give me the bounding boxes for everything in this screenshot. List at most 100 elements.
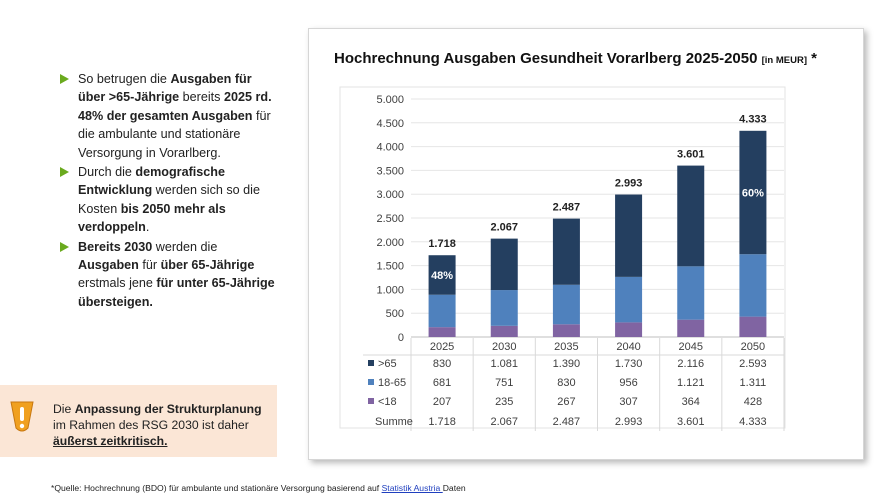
table-cell: 2.116 bbox=[677, 358, 704, 370]
bar-segment-<18 bbox=[615, 322, 643, 337]
warning-callout: Die Anpassung der Strukturplanung im Rah… bbox=[0, 385, 277, 457]
y-tick-label: 1.500 bbox=[376, 261, 404, 273]
table-cell: 1.121 bbox=[677, 377, 705, 389]
y-tick-label: 3.500 bbox=[376, 165, 404, 177]
bullet-list: So betrugen die Ausgaben für über >65-Jä… bbox=[58, 70, 280, 312]
legend-key-18-65 bbox=[368, 379, 374, 385]
callout-text: Die Anpassung der Strukturplanung im Rah… bbox=[53, 401, 273, 449]
table-sum-cell: 2.067 bbox=[490, 416, 518, 428]
bullet-triangle-icon bbox=[60, 167, 69, 178]
text-run: bis 2050 mehr als verdoppeln bbox=[78, 201, 226, 235]
text-run: Bereits 2030 bbox=[78, 239, 153, 254]
legend-key->65 bbox=[368, 360, 374, 366]
y-tick-label: 3.000 bbox=[376, 189, 404, 201]
bar-segment-<18 bbox=[739, 316, 767, 337]
text-run: für bbox=[138, 258, 161, 273]
y-tick-label: 4.000 bbox=[376, 142, 404, 154]
y-tick-label: 4.500 bbox=[376, 118, 404, 130]
footnote-suffix: Daten bbox=[442, 483, 466, 493]
bar-segment->65 bbox=[552, 218, 580, 285]
bar-segment->65 bbox=[490, 238, 518, 291]
bar-segment-18-65 bbox=[552, 284, 580, 325]
bullet-triangle-icon bbox=[60, 241, 69, 252]
callout-middle: im Rahmen des RSG 2030 ist daher bbox=[53, 418, 249, 432]
text-run: Ausgaben für über >65-Jährige bbox=[78, 72, 252, 105]
text-run: Ausgaben bbox=[78, 258, 139, 273]
table-cell: 428 bbox=[744, 396, 762, 408]
bar-segment-18-65 bbox=[428, 294, 456, 328]
table-sum-cell: 1.718 bbox=[428, 416, 456, 428]
x-category-label: 2030 bbox=[492, 341, 516, 353]
bar-segment-18-65 bbox=[677, 266, 705, 320]
bar-segment-<18 bbox=[490, 325, 518, 337]
footnote: *Quelle: Hochrechnung (BDO) für ambulant… bbox=[51, 483, 466, 493]
bullet-item-1: So betrugen die Ausgaben für über >65-Jä… bbox=[58, 70, 280, 162]
bar-total-label: 2.993 bbox=[615, 178, 643, 190]
table-cell: 830 bbox=[433, 358, 451, 370]
callout-bold: Anpassung der Strukturplanung bbox=[74, 402, 262, 416]
bar-segment->65 bbox=[615, 194, 643, 277]
table-cell: 235 bbox=[495, 396, 513, 408]
y-tick-label: 1.000 bbox=[376, 284, 404, 296]
table-cell: 267 bbox=[557, 396, 575, 408]
x-category-label: 2040 bbox=[616, 341, 640, 353]
text-run: über 65-Jährige bbox=[160, 258, 255, 273]
table-cell: 207 bbox=[433, 396, 451, 408]
table-cell: 751 bbox=[495, 377, 513, 389]
callout-underlined: äußerst zeitkritisch. bbox=[53, 434, 168, 448]
table-cell: 1.311 bbox=[740, 377, 767, 389]
table-sum-cell: 2.487 bbox=[553, 416, 581, 428]
footnote-text: *Quelle: Hochrechnung (BDO) für ambulant… bbox=[51, 483, 382, 493]
y-tick-label: 2.000 bbox=[376, 237, 404, 249]
y-tick-label: 2.500 bbox=[376, 213, 404, 225]
share-label: 48% bbox=[431, 270, 453, 282]
x-category-label: 2035 bbox=[554, 341, 578, 353]
table-sum-cell: 2.993 bbox=[615, 416, 643, 428]
legend-key-<18 bbox=[368, 398, 374, 404]
x-category-label: 2025 bbox=[430, 341, 454, 353]
legend-label: 18-65 bbox=[378, 377, 406, 389]
text-run: für unter 65-Jährige übersteigen. bbox=[78, 276, 275, 309]
bullet-item-2: Durch die demografische Entwicklung werd… bbox=[58, 163, 280, 237]
table-cell: 830 bbox=[557, 377, 575, 389]
bar-segment->65 bbox=[739, 130, 767, 255]
text-run: 2025 rd. 48% der gesamten Ausgaben bbox=[78, 90, 272, 123]
exclamation-icon bbox=[10, 401, 34, 432]
text-run: für die ambulante und stationäre Versorg… bbox=[78, 108, 271, 160]
table-cell: 681 bbox=[433, 377, 451, 389]
bar-segment-<18 bbox=[677, 319, 705, 337]
table-sum-cell: 4.333 bbox=[739, 416, 767, 428]
table-cell: 364 bbox=[682, 396, 700, 408]
bar-segment-<18 bbox=[552, 324, 580, 337]
bar-segment->65 bbox=[677, 165, 705, 267]
x-category-label: 2050 bbox=[741, 341, 765, 353]
text-run: werden sich so die Kosten bbox=[78, 183, 260, 216]
share-label: 60% bbox=[742, 187, 764, 199]
bar-total-label: 4.333 bbox=[739, 114, 767, 126]
chart-title: Hochrechnung Ausgaben Gesundheit Vorarlb… bbox=[334, 50, 817, 67]
statistik-austria-link[interactable]: Statistik Austria bbox=[381, 483, 443, 493]
text-run: demografische Entwicklung bbox=[78, 165, 225, 198]
chart-area-border bbox=[339, 86, 786, 429]
chart-panel bbox=[308, 28, 864, 460]
x-category-label: 2045 bbox=[679, 341, 703, 353]
table-cell: 2.593 bbox=[739, 358, 767, 370]
bar-total-label: 1.718 bbox=[428, 238, 456, 250]
text-run: . bbox=[145, 220, 150, 235]
bar-segment->65 bbox=[428, 255, 456, 295]
table-sum-cell: 3.601 bbox=[677, 416, 705, 428]
table-cell: 1.081 bbox=[490, 358, 518, 370]
chart-title-star: * bbox=[807, 50, 818, 67]
bar-total-label: 2.487 bbox=[553, 202, 581, 214]
table-cell: 307 bbox=[619, 396, 637, 408]
chart-title-main: Hochrechnung Ausgaben Gesundheit Vorarlb… bbox=[334, 50, 762, 67]
table-cell: 956 bbox=[619, 377, 637, 389]
y-tick-label: 0 bbox=[398, 332, 404, 344]
bar-segment-18-65 bbox=[615, 276, 643, 323]
bar-segment-18-65 bbox=[490, 290, 518, 326]
bullet-text-3: Bereits 2030 werden die Ausgaben für übe… bbox=[78, 240, 275, 309]
y-tick-label: 5.000 bbox=[376, 94, 404, 106]
callout-prefix: Die bbox=[53, 402, 75, 416]
bar-segment-18-65 bbox=[739, 254, 767, 317]
